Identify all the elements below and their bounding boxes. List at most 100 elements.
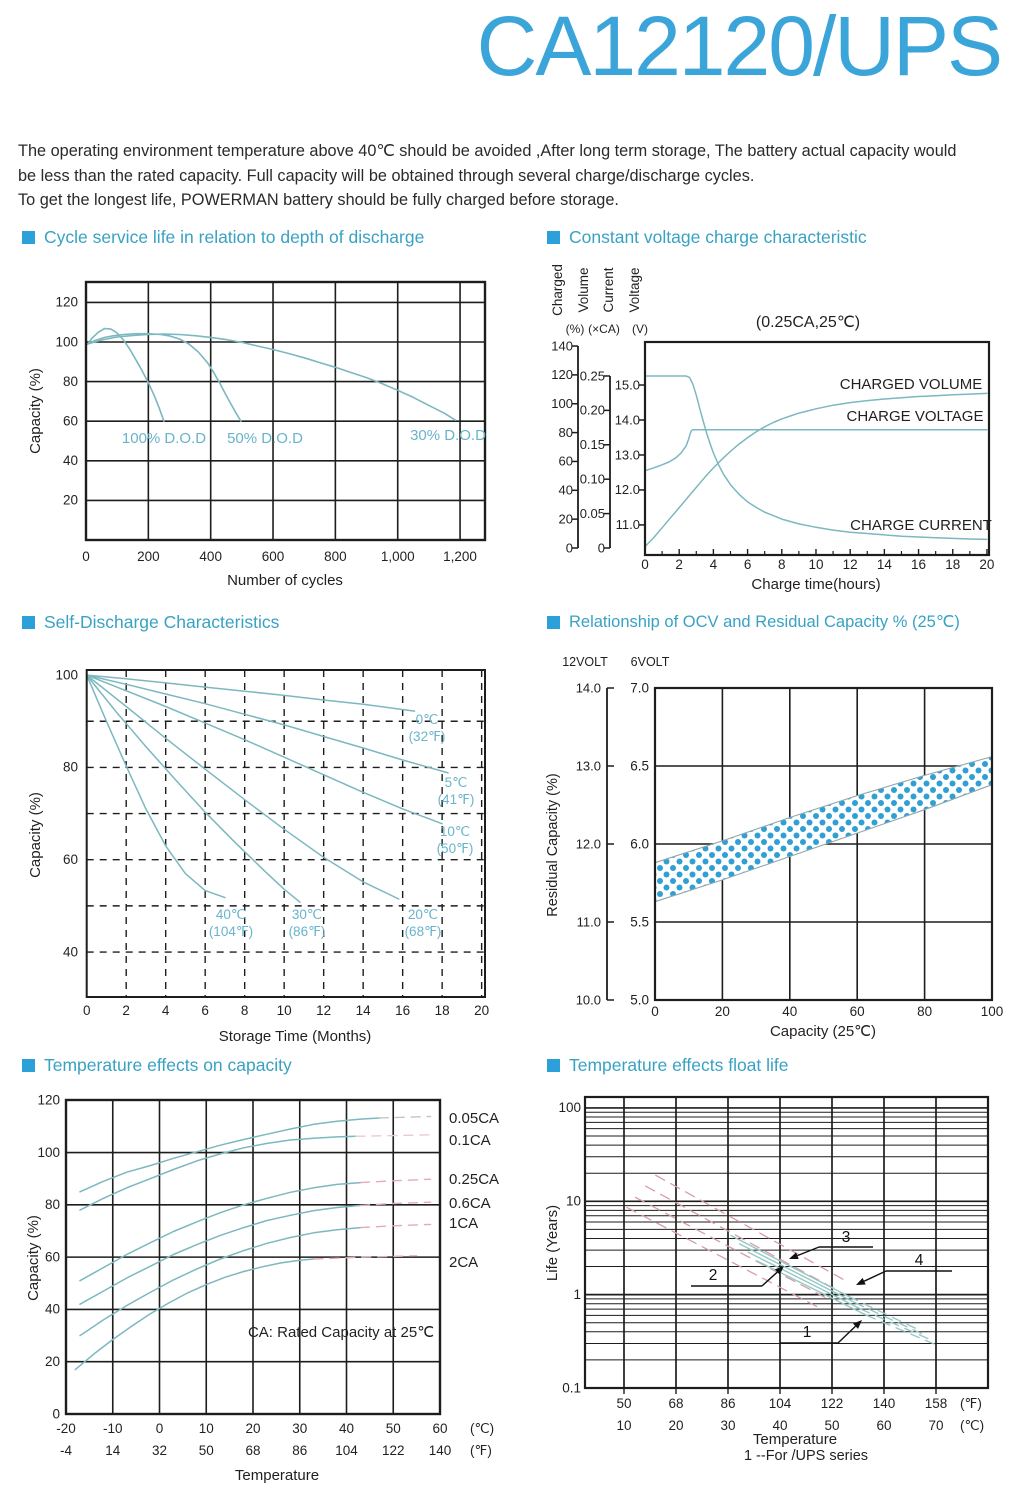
svg-text:12: 12	[843, 557, 858, 572]
svg-text:-20: -20	[56, 1421, 76, 1436]
svg-text:122: 122	[382, 1443, 405, 1458]
svg-text:800: 800	[324, 549, 347, 564]
svg-text:0: 0	[566, 540, 573, 555]
svg-text:30: 30	[292, 1421, 307, 1436]
svg-text:20: 20	[715, 1004, 730, 1019]
c2-axes: 0 20 40 60 80 100 120 140 0 0.05 0.10 0.15 0.20 0.25 1…	[551, 338, 988, 555]
section-bullet-icon	[547, 615, 560, 629]
svg-text:(℉): (℉)	[960, 1396, 982, 1411]
c4-border	[653, 686, 994, 1002]
svg-text:40: 40	[772, 1418, 787, 1433]
section-header-cycle-service-life: Cycle service life in relation to depth …	[22, 227, 424, 248]
svg-text:140: 140	[429, 1443, 452, 1458]
svg-text:(℃): (℃)	[470, 1421, 494, 1436]
chart-ocv-residual-capacity: 14.0 13.0 12.0 11.0 10.0 0 20 40 60 80 100 7.0 6.5 6.…	[545, 655, 1003, 1040]
svg-text:14: 14	[877, 557, 893, 572]
svg-text:10: 10	[566, 1194, 581, 1209]
svg-text:50: 50	[824, 1418, 839, 1433]
svg-text:40℃(104℉): 40℃ (104℉)	[209, 907, 253, 939]
svg-text:12.0: 12.0	[615, 482, 640, 497]
svg-text:6VOLT: 6VOLT	[631, 655, 670, 669]
svg-text:30% D.O.D: 30% D.O.D	[410, 427, 486, 444]
svg-text:60: 60	[850, 1004, 865, 1019]
svg-text:0: 0	[156, 1421, 164, 1436]
svg-text:80: 80	[559, 425, 573, 440]
c6-annotations: 3 2 4 1	[691, 1229, 952, 1344]
svg-text:140: 140	[873, 1396, 896, 1411]
c5-grid	[66, 1100, 440, 1414]
c3-tick-labels: 0 2 4 6 8 10 12 14 16 18 20 100 80 60 40	[55, 667, 489, 1018]
svg-text:100: 100	[37, 1145, 60, 1160]
svg-text:Capacity (%): Capacity (%)	[27, 792, 44, 878]
svg-text:140: 140	[551, 338, 573, 353]
svg-text:10: 10	[199, 1421, 214, 1436]
svg-text:0.05CA: 0.05CA	[449, 1110, 499, 1127]
svg-text:6: 6	[744, 557, 752, 572]
svg-text:1,000: 1,000	[381, 549, 415, 564]
svg-text:1 --For /UPS series: 1 --For /UPS series	[744, 1448, 868, 1464]
c2-labels: (0.25CA,25℃) CHARGED VOLUME CHARGE VOLTAGE…	[550, 264, 992, 593]
svg-text:14.0: 14.0	[615, 412, 640, 427]
svg-text:40: 40	[63, 944, 78, 959]
svg-text:80: 80	[45, 1197, 60, 1212]
svg-text:15.0: 15.0	[615, 377, 640, 392]
svg-text:0: 0	[82, 549, 90, 564]
svg-text:16: 16	[911, 557, 926, 572]
svg-text:0.6CA: 0.6CA	[449, 1195, 491, 1212]
svg-text:86: 86	[720, 1396, 735, 1411]
c5-labels: 0.05CA 0.1CA 0.25CA 0.6CA 1CA 2CA CA: Rated Ca…	[25, 1110, 499, 1484]
section-header-label: Constant voltage charge characteristic	[569, 227, 867, 247]
section-header-ocv-residual-capacity: Relationship of OCV and Residual Capacit…	[547, 612, 960, 632]
svg-text:Number of cycles: Number of cycles	[227, 572, 343, 589]
svg-text:5.5: 5.5	[630, 914, 649, 929]
svg-text:80: 80	[63, 374, 78, 389]
svg-text:20: 20	[559, 511, 573, 526]
svg-text:100: 100	[558, 1100, 581, 1115]
svg-text:Life (Years): Life (Years)	[544, 1205, 561, 1281]
svg-text:120: 120	[55, 295, 78, 310]
section-bullet-icon	[547, 1059, 560, 1072]
intro-line-3: To get the longest life, POWERMAN batter…	[18, 191, 619, 210]
svg-text:20: 20	[474, 1003, 489, 1018]
svg-text:0: 0	[52, 1406, 60, 1421]
svg-text:2: 2	[122, 1003, 130, 1018]
svg-text:Charge time(hours): Charge time(hours)	[751, 576, 880, 593]
svg-text:0.15: 0.15	[580, 437, 605, 452]
svg-text:Temperature: Temperature	[235, 1467, 319, 1484]
c1-tick-labels: 0 200 400 600 800 1,000 1,200 120 100 80 60 40 20	[55, 295, 476, 564]
svg-text:10.0: 10.0	[576, 992, 601, 1007]
svg-text:11.0: 11.0	[577, 914, 601, 929]
svg-text:(V): (V)	[632, 322, 648, 336]
svg-text:2: 2	[675, 557, 683, 572]
chart-temperature-capacity: -20 -10 0 10 20 30 40 50 60 (℃) -4 14 32 50 68 86 104 122…	[25, 1093, 499, 1484]
section-bullet-icon	[22, 231, 35, 244]
intro-line-1: The operating environment temperature ab…	[18, 142, 957, 160]
c1-grid	[86, 282, 485, 540]
svg-text:68: 68	[668, 1396, 683, 1411]
svg-text:4: 4	[162, 1003, 170, 1018]
svg-text:50% D.O.D: 50% D.O.D	[227, 430, 303, 447]
svg-text:40: 40	[63, 453, 78, 468]
svg-text:10: 10	[808, 557, 823, 572]
svg-text:6.5: 6.5	[630, 758, 649, 773]
svg-text:14: 14	[356, 1003, 372, 1018]
svg-text:60: 60	[559, 454, 573, 469]
svg-text:12: 12	[316, 1003, 331, 1018]
svg-text:2CA: 2CA	[449, 1254, 478, 1271]
svg-text:0.25CA: 0.25CA	[449, 1171, 499, 1188]
svg-text:0.10: 0.10	[580, 471, 605, 486]
intro-paragraph: The operating environment temperature ab…	[18, 139, 1003, 213]
svg-text:12.0: 12.0	[576, 836, 601, 851]
svg-text:20: 20	[979, 557, 994, 572]
c6-border	[583, 1095, 990, 1390]
c4-band	[654, 756, 993, 903]
svg-text:(℃): (℃)	[960, 1418, 984, 1433]
intro-line-2: be less than the rated capacity. Full ca…	[18, 166, 755, 185]
svg-text:20: 20	[45, 1354, 60, 1369]
section-header-temperature-float-life: Temperature effects float life	[547, 1055, 789, 1076]
section-header-label: Self-Discharge Characteristics	[44, 612, 280, 632]
svg-text:6.0: 6.0	[630, 836, 649, 851]
svg-text:100: 100	[551, 396, 573, 411]
svg-text:14.0: 14.0	[576, 680, 601, 695]
